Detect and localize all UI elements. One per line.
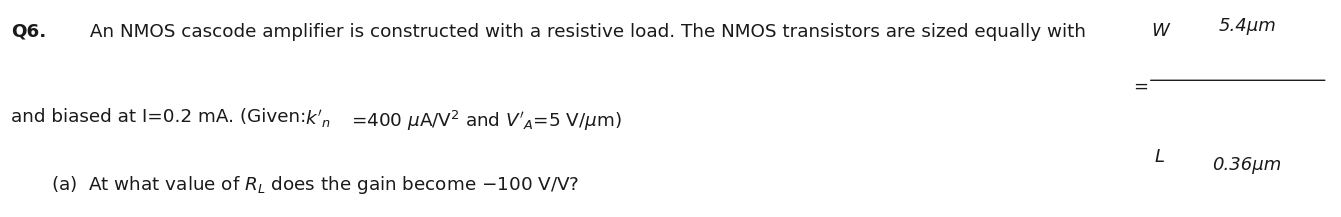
Text: $k'_n$: $k'_n$ — [304, 108, 331, 130]
Text: Q6.: Q6. — [11, 23, 46, 41]
Text: and biased at I=0.2 mA. (Given:: and biased at I=0.2 mA. (Given: — [11, 108, 312, 127]
Text: 0.36μm: 0.36μm — [1212, 156, 1282, 174]
Text: An NMOS cascode amplifier is constructed with a resistive load. The NMOS transis: An NMOS cascode amplifier is constructed… — [84, 23, 1093, 41]
Text: =400 $\mu$A/V$^2$ and $V'_A$=5 V/$\mu$m): =400 $\mu$A/V$^2$ and $V'_A$=5 V/$\mu$m) — [351, 108, 622, 133]
Text: =: = — [1133, 78, 1148, 96]
Text: 5.4μm: 5.4μm — [1218, 17, 1277, 35]
Text: W: W — [1151, 22, 1169, 40]
Text: (a)  At what value of $R_L$ does the gain become −100 V/V?: (a) At what value of $R_L$ does the gain… — [51, 174, 579, 196]
Text: L: L — [1155, 148, 1165, 166]
